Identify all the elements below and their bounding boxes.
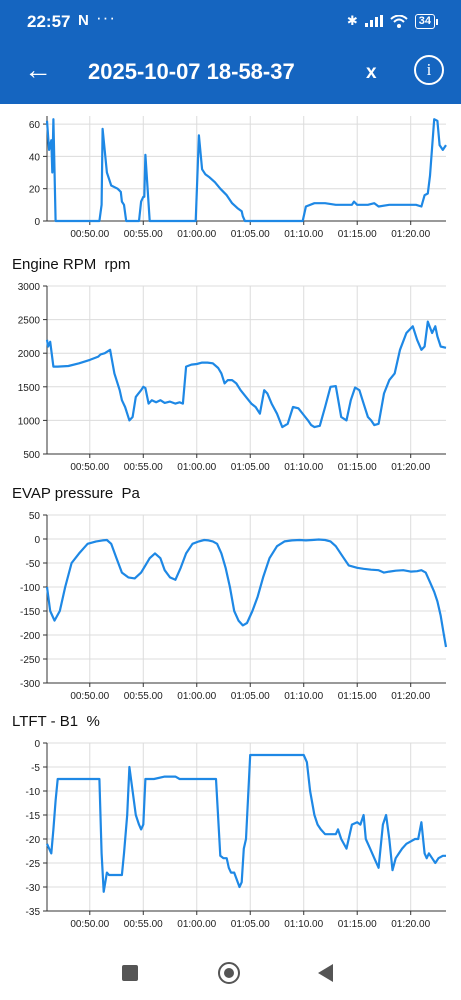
signal-icon	[364, 15, 383, 27]
y-tick-label: -35	[26, 907, 41, 918]
chart-3: -300 -250 -200 -150 -100 -50 0 50 00:50.00 00:55.…	[20, 511, 448, 702]
x-tick-label: 01:15.00	[338, 462, 377, 473]
system-nav-bar	[0, 950, 461, 1000]
y-tick-label: -20	[26, 835, 41, 846]
x-tick-label: 01:00.00	[177, 919, 216, 930]
notification-icon: N	[78, 12, 89, 29]
y-tick-label: 20	[29, 185, 41, 196]
series-line	[45, 320, 447, 429]
x-tick-label: 01:00.00	[177, 229, 216, 240]
x-tick-label: 01:20.00	[391, 229, 430, 240]
y-tick-label: -150	[20, 607, 40, 618]
recent-apps-icon[interactable]	[122, 965, 138, 981]
x-tick-label: 00:55.00	[124, 919, 163, 930]
x-tick-label: 01:00.00	[177, 691, 216, 702]
y-tick-label: -200	[20, 631, 40, 642]
status-time: 22:57	[27, 12, 71, 31]
y-tick-label: -250	[20, 655, 40, 666]
nav-back-icon[interactable]	[318, 964, 333, 982]
page-title: 2025-10-07 18-58-37	[88, 59, 295, 84]
chart-1: 0 20 40 60 00:50.00 00:55.00 01:00.00 01:05.00 0…	[29, 116, 447, 240]
y-tick-label: 500	[23, 450, 40, 461]
x-tick-label: 00:50.00	[70, 462, 109, 473]
y-tick-label: 0	[34, 739, 40, 750]
y-tick-label: -10	[26, 787, 41, 798]
y-tick-label: -300	[20, 679, 40, 690]
y-tick-label: 2500	[18, 316, 41, 327]
app-bar: ← 2025-10-07 18-58-37 x i	[0, 42, 461, 104]
x-tick-label: 01:05.00	[231, 229, 270, 240]
chart-title: Engine RPM rpm	[12, 256, 131, 273]
x-tick-label: 01:15.00	[338, 229, 377, 240]
y-tick-label: 50	[29, 511, 41, 522]
x-tick-label: 01:15.00	[338, 691, 377, 702]
chart-4: -35 -30 -25 -20 -15 -10 -5 0 00:50.00 00:55.00 01:…	[26, 739, 446, 930]
x-tick-label: 00:50.00	[70, 691, 109, 702]
info-icon[interactable]: i	[414, 55, 444, 85]
status-bar: 22:57 N ··· ✱ 34	[0, 0, 461, 42]
x-tick-label: 01:05.00	[231, 462, 270, 473]
x-tick-label: 01:05.00	[231, 691, 270, 702]
home-icon[interactable]	[218, 962, 240, 984]
x-tick-label: 00:55.00	[124, 691, 163, 702]
y-tick-label: 40	[29, 152, 41, 163]
x-tick-label: 00:55.00	[124, 462, 163, 473]
y-tick-label: 1500	[18, 383, 41, 394]
y-tick-label: -100	[20, 583, 40, 594]
series-line	[45, 753, 446, 893]
chart-title: LTFT - B1 %	[12, 713, 100, 730]
x-tick-label: 01:10.00	[284, 919, 323, 930]
y-tick-label: 3000	[18, 282, 41, 293]
back-arrow-icon[interactable]: ←	[24, 54, 52, 85]
chart-2: 500 1000 1500 2000 2500 3000 00:50.00 00:55.00 0…	[18, 282, 447, 473]
x-tick-label: 00:55.00	[124, 229, 163, 240]
chart-title: EVAP pressure Pa	[12, 485, 140, 502]
y-tick-label: -25	[26, 859, 41, 870]
y-tick-label: -50	[26, 559, 41, 570]
battery-icon: 34	[414, 13, 439, 29]
x-tick-label: 01:15.00	[338, 919, 377, 930]
y-tick-label: 2000	[18, 349, 41, 360]
wifi-icon	[390, 14, 408, 28]
x-tick-label: 01:20.00	[391, 919, 430, 930]
x-tick-label: 01:10.00	[284, 462, 323, 473]
x-tick-label: 01:05.00	[231, 919, 270, 930]
series-line	[45, 538, 448, 648]
x-tick-label: 01:10.00	[284, 691, 323, 702]
more-notifications-icon: ···	[96, 8, 116, 27]
y-tick-label: 0	[34, 535, 40, 546]
y-tick-label: 1000	[18, 416, 41, 427]
x-tick-label: 01:20.00	[391, 691, 430, 702]
close-button[interactable]: x	[366, 62, 377, 83]
x-tick-label: 00:50.00	[70, 229, 109, 240]
y-tick-label: -15	[26, 811, 41, 822]
status-icons: ✱ 34	[346, 13, 439, 29]
y-tick-label: -30	[26, 883, 41, 894]
bluetooth-icon: ✱	[346, 13, 358, 28]
y-tick-label: 60	[29, 120, 41, 131]
x-tick-label: 01:10.00	[284, 229, 323, 240]
y-tick-label: 0	[34, 217, 40, 228]
x-tick-label: 00:50.00	[70, 919, 109, 930]
series-line	[45, 118, 447, 223]
x-tick-label: 01:20.00	[391, 462, 430, 473]
y-tick-label: -5	[31, 763, 40, 774]
x-tick-label: 01:00.00	[177, 462, 216, 473]
